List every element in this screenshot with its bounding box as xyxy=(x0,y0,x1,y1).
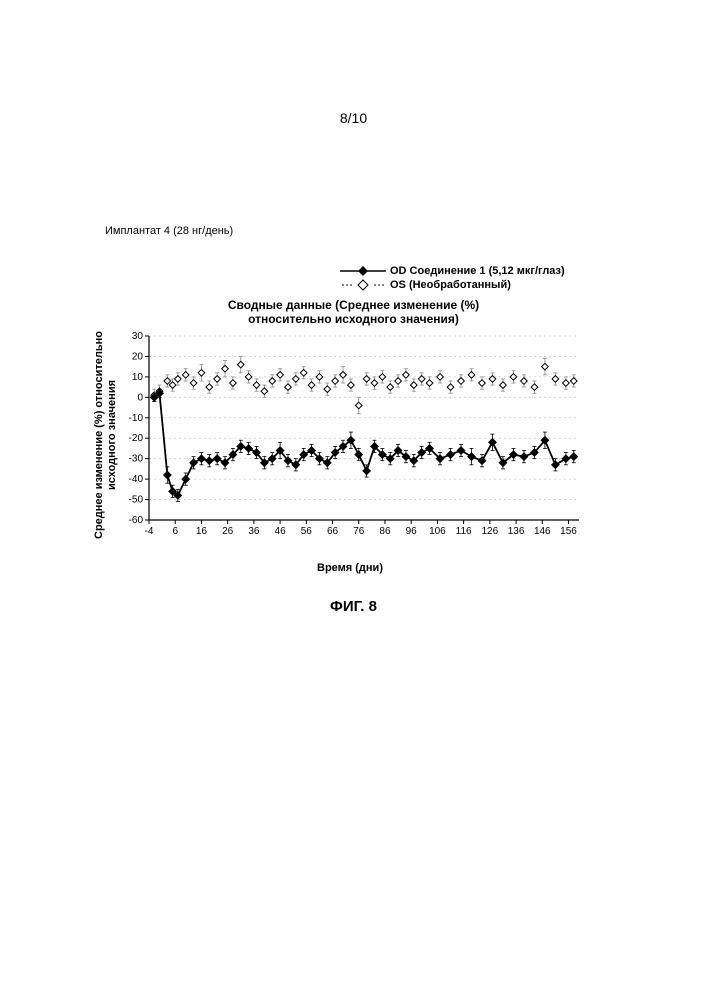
y-axis-label: Среднее изменение (%) относительно исход… xyxy=(93,120,118,330)
svg-text:-20: -20 xyxy=(129,433,144,444)
legend-row-od: OD Соединение 1 (5,12 мкг/глаз) xyxy=(340,265,565,277)
svg-text:116: 116 xyxy=(456,526,472,537)
svg-text:-30: -30 xyxy=(129,454,144,465)
svg-text:-50: -50 xyxy=(129,495,144,506)
svg-text:96: 96 xyxy=(406,526,418,537)
legend: OD Соединение 1 (5,12 мкг/глаз) OS (Необ… xyxy=(340,265,565,293)
svg-text:0: 0 xyxy=(137,392,143,403)
svg-text:66: 66 xyxy=(327,526,339,537)
svg-text:76: 76 xyxy=(353,526,365,537)
svg-text:36: 36 xyxy=(248,526,260,537)
svg-text:20: 20 xyxy=(132,351,144,362)
legend-row-os: OS (Необработанный) xyxy=(340,279,565,291)
svg-text:26: 26 xyxy=(222,526,234,537)
svg-text:-10: -10 xyxy=(129,413,144,424)
svg-text:-40: -40 xyxy=(129,474,144,485)
svg-text:56: 56 xyxy=(301,526,313,537)
legend-od-swatch-icon xyxy=(340,265,386,277)
svg-text:106: 106 xyxy=(429,526,446,537)
legend-os-label: OS (Необработанный) xyxy=(390,279,511,291)
svg-text:46: 46 xyxy=(275,526,287,537)
svg-text:126: 126 xyxy=(482,526,499,537)
implant-label: Имплантат 4 (28 нг/день) xyxy=(105,225,233,237)
svg-text:6: 6 xyxy=(172,526,178,537)
ylabel-line1: Среднее изменение (%) относительно xyxy=(93,331,105,539)
chart: -60 -50 -40 -30 -20 -10 0 10 20 30 -4 6 16 26 36 46 56 66… xyxy=(115,330,585,565)
svg-text:10: 10 xyxy=(132,372,144,383)
page: 8/10 Имплантат 4 (28 нг/день) OD Соедине… xyxy=(0,0,707,1000)
legend-od-label: OD Соединение 1 (5,12 мкг/глаз) xyxy=(390,265,565,277)
svg-text:30: 30 xyxy=(132,331,144,342)
svg-text:136: 136 xyxy=(508,526,525,537)
svg-text:-60: -60 xyxy=(129,515,144,526)
chart-svg: -60 -50 -40 -30 -20 -10 0 10 20 30 -4 6 16 26 36 46 56 66… xyxy=(115,330,585,560)
legend-os-swatch-icon xyxy=(340,279,386,291)
svg-text:146: 146 xyxy=(534,526,551,537)
chart-title-line2: относительно исходного значения) xyxy=(248,312,459,326)
svg-text:-4: -4 xyxy=(145,526,154,537)
svg-text:156: 156 xyxy=(560,526,577,537)
chart-title-line1: Сводные данные (Среднее изменение (%) xyxy=(228,298,479,312)
svg-text:16: 16 xyxy=(196,526,208,537)
svg-text:86: 86 xyxy=(379,526,391,537)
x-axis-label: Время (дни) xyxy=(115,562,585,574)
figure-caption: ФИГ. 8 xyxy=(0,598,707,615)
